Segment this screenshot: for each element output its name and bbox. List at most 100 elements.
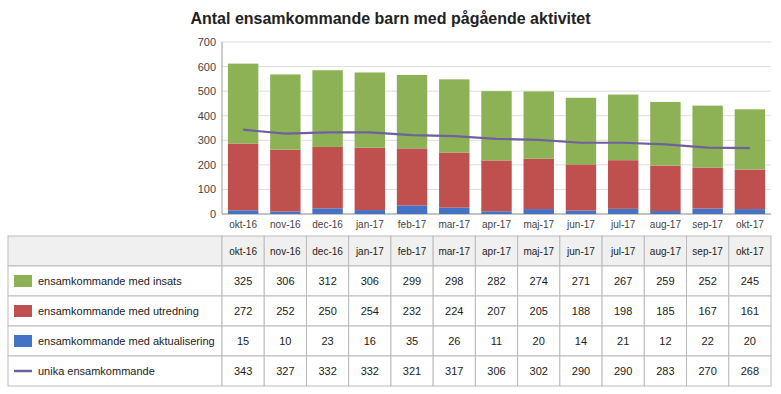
table-cell [518,296,560,326]
table-value: 290 [614,365,632,377]
table-header-label: dec-16 [312,246,343,257]
table-value: 167 [698,305,716,317]
table-header-label: jul-17 [610,246,636,257]
table-header-label: jun-17 [566,246,595,257]
table-cell [222,356,264,386]
table-cell [264,326,306,356]
table-label-cell [8,356,222,386]
table-cell [602,296,644,326]
table-header-cell [8,236,222,266]
table-cell [560,296,602,326]
grid-line [222,66,771,67]
table-value: 254 [361,305,379,317]
y-tick-label: 700 [198,36,216,48]
bar [439,153,469,208]
axes: 0100200300400500600700okt-16nov-16dec-16… [198,36,771,230]
bar [524,209,554,214]
table-value: 188 [572,305,590,317]
table-cell [306,326,348,356]
bar [481,211,511,214]
table-value: 21 [617,335,629,347]
bar [439,79,469,152]
table-header-label: sep-17 [692,246,723,257]
table-cell [729,296,771,326]
table-value: 317 [445,365,463,377]
table-value: 10 [279,335,291,347]
table-value: 327 [276,365,294,377]
x-tick-label: feb-17 [398,219,427,230]
bar [735,170,765,210]
table-cell [264,296,306,326]
title: Antal ensamkommande barn med pågående ak… [190,10,591,27]
x-tick-label: apr-17 [482,219,511,230]
bar [355,210,385,214]
table-cell [306,266,348,296]
table-header-cell [222,236,264,266]
table-header-cell [644,236,686,266]
table-cell [433,266,475,296]
bar [692,168,722,209]
table-header-cell [349,236,391,266]
table-value: 325 [234,275,252,287]
legend-label: unika ensamkommande [38,365,155,377]
y-tick-label: 500 [198,85,216,97]
table-value: 224 [445,305,463,317]
table-cell [729,326,771,356]
table-header-cell [687,236,729,266]
table-value: 306 [487,365,505,377]
table-header-cell [306,236,348,266]
table-cell [475,326,517,356]
table-value: 20 [744,335,756,347]
bar [270,212,300,214]
table-header-label: jan-17 [355,246,384,257]
table-cell [349,326,391,356]
table-header-cell [433,236,475,266]
table-cell [391,356,433,386]
table-value: 207 [487,305,505,317]
bar [692,209,722,214]
y-axis [222,42,223,214]
table-value: 306 [276,275,294,287]
table-header-cell [729,236,771,266]
table-cell [518,266,560,296]
table-cell [349,356,391,386]
bar [692,106,722,168]
table-cell [644,266,686,296]
bar [524,91,554,158]
table-cell [222,326,264,356]
table-cell [729,266,771,296]
table-value: 321 [403,365,421,377]
table-cell [602,326,644,356]
table-cell [644,296,686,326]
table-value: 16 [364,335,376,347]
table-value: 198 [614,305,632,317]
legend-label: ensamkommande med insats [38,275,182,287]
table-header-cell [264,236,306,266]
legend-swatch [14,305,32,317]
x-tick-label: jun-17 [566,219,595,230]
table-value: 332 [361,365,379,377]
table-cell [264,266,306,296]
bar [524,159,554,209]
table-cell [687,266,729,296]
table-header-label: okt-17 [736,246,764,257]
x-tick-label: okt-17 [736,219,764,230]
y-tick-label: 200 [198,159,216,171]
table-value: 26 [448,335,460,347]
bar [650,166,680,211]
table-cell [602,356,644,386]
x-tick-label: jan-17 [355,219,384,230]
table-value: 15 [237,335,249,347]
table-cell [560,266,602,296]
bar [735,109,765,169]
table-cell [433,356,475,386]
y-tick-label: 300 [198,134,216,146]
bar [735,209,765,214]
table-header-label: feb-17 [398,246,427,257]
bar [566,98,596,165]
table-cell [433,326,475,356]
table-header-cell [391,236,433,266]
table-value: 270 [698,365,716,377]
data-table: okt-16nov-16dec-16jan-17feb-17mar-17apr-… [8,236,771,386]
table-header-cell [602,236,644,266]
